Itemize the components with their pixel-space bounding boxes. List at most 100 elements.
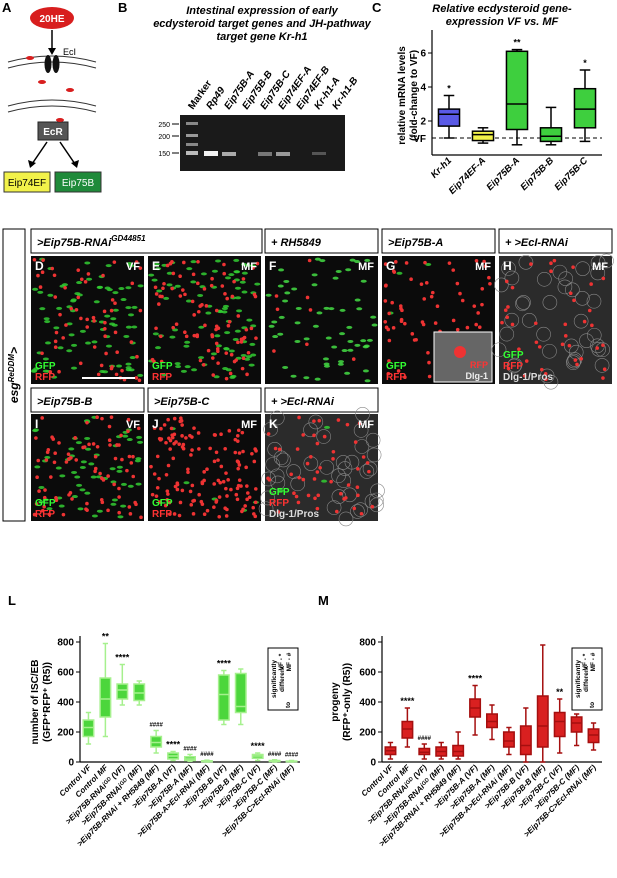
cell-gfp [291,287,298,291]
cell-rfp [53,295,58,299]
cell-rfp [589,282,593,286]
cell-gfp [51,375,58,379]
channel-label: GFP [503,350,524,361]
cell-gfp [354,298,361,302]
significance: ** [556,687,564,697]
cell-rfp [154,292,159,296]
cell-rfp [500,320,504,325]
cell-rfp [352,506,357,511]
y-tick-label: 400 [57,698,74,709]
cell-rfp [95,415,99,419]
cell-rfp [38,285,43,289]
cell-gfp [97,285,104,289]
cell-rfp [274,294,279,298]
cell-rfp [210,276,214,281]
cell-rfp [36,273,40,278]
cell-rfp [184,436,188,440]
cell-gfp [56,306,63,310]
cell-rfp [575,362,579,367]
hormone-dot [66,88,74,92]
cell-gfp [125,306,132,310]
cell-gfp [79,488,86,492]
cell-rfp [601,376,605,380]
gel [180,115,345,171]
cell-gfp [32,429,39,433]
cell-rfp [240,366,245,371]
cell-rfp [226,323,231,328]
cell-rfp [294,494,299,499]
cell-outline [564,338,579,354]
cell-rfp [246,350,251,355]
cell-rfp [229,352,234,357]
cell-gfp [245,355,252,359]
cell-rfp [560,342,565,347]
cell-rfp [157,436,162,441]
cell-rfp [510,322,515,327]
cell-rfp [74,458,79,462]
nuclear-membrane [7,105,97,113]
header-box [147,387,262,413]
cell-rfp [129,461,134,465]
cell-rfp [155,486,160,490]
cell-rfp [236,483,241,488]
cell-rfp [115,350,119,354]
cell-gfp [44,320,51,324]
cell-rfp [202,287,207,291]
cell-rfp [168,447,172,451]
cell-gfp [241,290,248,294]
cell-gfp [84,261,91,265]
cell-rfp [250,451,254,456]
cell-gfp [335,269,342,273]
cell-outline [269,410,285,426]
cell-rfp [396,369,401,373]
cell-rfp [192,426,196,430]
cell-rfp [404,261,409,265]
cell-gfp [125,362,132,366]
cell-rfp [106,474,110,478]
cell-gfp [137,284,144,288]
cell-rfp [219,464,224,469]
cell-rfp [451,268,456,272]
cell-rfp [206,348,211,353]
cell-rfp [221,479,226,484]
cell-gfp [91,340,98,344]
cell-rfp [202,470,206,474]
cell-rfp [117,495,121,499]
cell-outline [542,343,557,359]
gel-band [186,134,198,137]
cell-rfp [169,426,174,431]
cell-rfp [78,361,83,366]
header-text: >Eip75B-A [388,237,443,249]
box [437,108,461,127]
cell-gfp [235,296,242,300]
header-text: + >EcI-RNAi [271,396,335,408]
cell-rfp [568,291,573,296]
cell-rfp [40,508,45,513]
cell-rfp [237,463,242,467]
cell-rfp [345,422,350,427]
cell-rfp [237,478,242,482]
cell-rfp [157,302,161,306]
cell-gfp [59,474,66,478]
cell-rfp [166,463,171,468]
significance: **** [251,741,266,751]
cell-rfp [289,472,294,477]
image-letter: G [386,259,395,273]
cell-rfp [317,418,322,423]
cell-rfp [98,471,102,476]
cell-rfp [227,429,232,433]
cell-rfp [192,313,196,317]
cell-rfp [42,495,47,500]
cell-rfp [214,450,219,455]
cell-rfp [210,356,215,360]
cell-gfp [126,262,133,266]
cell-rfp [210,333,214,337]
cell-gfp [163,296,170,300]
marker-size: 200 [158,134,170,141]
cell-rfp [162,281,166,286]
image-letter: J [152,417,159,431]
cell-gfp [137,440,144,444]
cell-rfp [537,345,542,349]
cell-gfp [244,357,251,361]
cell-gfp [135,482,142,486]
